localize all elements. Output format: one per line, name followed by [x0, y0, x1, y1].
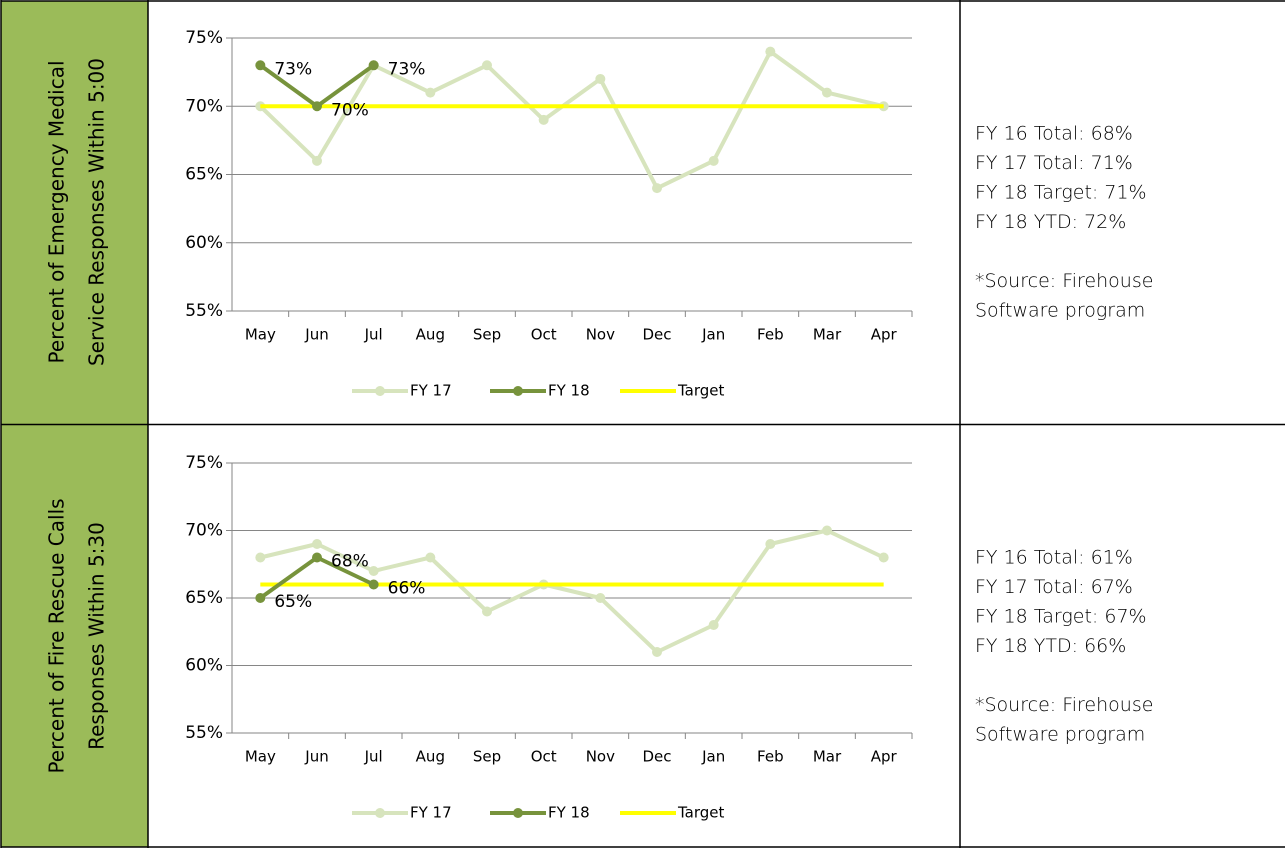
note: FY 18 Target: 67% [975, 606, 1147, 628]
y-tick-label: 65% [185, 588, 223, 608]
x-tick-label: Feb [757, 748, 784, 766]
y-tick-label: 60% [185, 656, 223, 676]
point [595, 73, 606, 84]
point [368, 579, 379, 590]
x-tick-label: May [245, 326, 276, 344]
point [595, 593, 606, 603]
row-label: Percent of Emergency Medical [45, 60, 69, 363]
note: Software program [975, 724, 1145, 746]
point [255, 552, 266, 563]
row-label: Responses Within 5:30 [85, 522, 109, 750]
note: FY 18 YTD: 72% [975, 211, 1126, 233]
point [538, 114, 549, 125]
point [482, 60, 492, 71]
note: FY 17 Total: 71% [975, 152, 1133, 174]
data-label: 70% [331, 100, 369, 120]
legend-label: FY 17 [410, 804, 452, 822]
x-tick-label: Jul [364, 748, 383, 766]
x-tick-label: Sep [473, 326, 501, 344]
x-tick-label: Jun [304, 326, 328, 344]
x-tick-label: Oct [531, 748, 557, 766]
x-tick-label: Aug [416, 326, 445, 344]
point [765, 46, 776, 57]
data-label: 73% [388, 59, 426, 79]
row-label: Percent of Fire Rescue Calls [45, 498, 69, 773]
legend-marker [513, 808, 523, 818]
point [652, 183, 662, 194]
x-tick-label: Dec [642, 748, 671, 766]
x-tick-label: Jan [701, 748, 725, 766]
x-tick-label: Apr [871, 326, 898, 344]
y-tick-label: 70% [185, 521, 223, 541]
x-tick-label: May [245, 748, 276, 766]
legend-label: FY 18 [548, 382, 590, 400]
legend-marker [375, 386, 385, 396]
point [368, 60, 379, 71]
x-tick-label: Jan [701, 326, 725, 344]
y-tick-label: 55% [185, 723, 223, 743]
point [425, 87, 436, 98]
data-label: 66% [388, 579, 426, 599]
note: *Source: Firehouse [975, 270, 1153, 292]
x-tick-label: Nov [586, 326, 615, 344]
y-tick-label: 75% [185, 453, 223, 473]
x-tick-label: Dec [642, 326, 671, 344]
legend-label: Target [677, 804, 725, 822]
y-tick-label: 75% [185, 28, 223, 48]
data-label: 65% [274, 592, 312, 612]
note: FY 16 Total: 61% [975, 547, 1133, 569]
point [312, 539, 322, 549]
y-tick-label: 65% [185, 165, 223, 185]
point [708, 620, 719, 630]
point [822, 87, 832, 98]
label-cell [1, 425, 148, 847]
point [312, 552, 322, 563]
note: *Source: Firehouse [975, 694, 1153, 716]
point [312, 101, 322, 112]
label-cell [1, 1, 148, 424]
point [255, 593, 266, 603]
x-tick-label: Sep [473, 748, 501, 766]
point [708, 155, 719, 166]
legend-marker [375, 808, 385, 818]
legend-marker [513, 386, 523, 396]
x-tick-label: Oct [531, 326, 557, 344]
x-tick-label: Jul [364, 326, 383, 344]
x-tick-label: Mar [813, 748, 842, 766]
legend-label: Target [677, 382, 725, 400]
y-tick-label: 60% [185, 233, 223, 253]
note: FY 18 Target: 71% [975, 182, 1147, 204]
x-tick-label: Nov [586, 748, 615, 766]
data-label: 68% [331, 552, 369, 572]
point [425, 552, 436, 563]
note: Software program [975, 300, 1145, 322]
x-tick-label: Mar [813, 326, 842, 344]
x-tick-label: Feb [757, 326, 784, 344]
point [765, 539, 776, 549]
y-tick-label: 70% [185, 96, 223, 116]
series-line [259, 528, 885, 654]
note: FY 18 YTD: 66% [975, 635, 1126, 657]
point [482, 606, 492, 617]
x-tick-label: Jun [304, 748, 328, 766]
x-tick-label: Aug [416, 748, 445, 766]
point [878, 552, 889, 563]
point [368, 566, 379, 576]
y-tick-label: 55% [185, 301, 223, 321]
point [822, 525, 832, 536]
point [652, 647, 662, 657]
series-line [258, 49, 885, 191]
legend-label: FY 17 [410, 382, 452, 400]
point [255, 60, 266, 71]
data-label: 73% [274, 59, 312, 79]
note: FY 16 Total: 68% [975, 123, 1133, 145]
row-label: Service Responses Within 5:00 [85, 58, 109, 366]
x-tick-label: Apr [871, 748, 898, 766]
note: FY 17 Total: 67% [975, 576, 1133, 598]
legend-label: FY 18 [548, 804, 590, 822]
point [312, 155, 322, 166]
